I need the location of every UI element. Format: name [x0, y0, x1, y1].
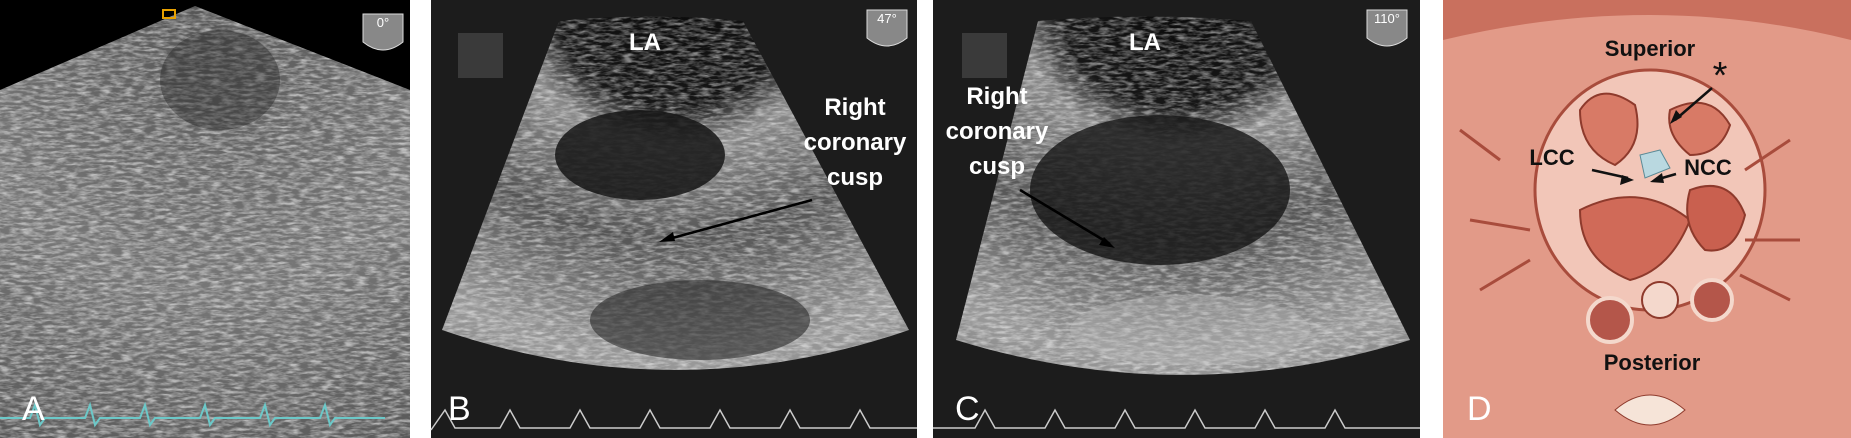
panel-letter: D: [1467, 390, 1492, 428]
panel-letter: A: [22, 390, 45, 428]
panel-a: 0° A: [0, 0, 410, 438]
angle-label: 47°: [877, 11, 897, 26]
annotation: Right: [824, 94, 885, 121]
panel-letter: C: [955, 390, 980, 428]
annotation: coronary: [804, 129, 907, 156]
anatomy-label: Superior: [1605, 36, 1696, 61]
panel-d: Superior * LCC NCC Posterior D: [1443, 0, 1851, 438]
annotation: cusp: [827, 164, 883, 191]
panel-c: 110° LA Right coronary cusp C: [933, 0, 1420, 438]
angle-label: 110°: [1374, 11, 1400, 26]
anatomy-label: NCC: [1684, 155, 1732, 180]
chamber-label: LA: [1129, 29, 1161, 56]
angle-label: 0°: [377, 15, 389, 30]
panel-b: 47° LA Right coronary cusp B: [430, 0, 917, 438]
anatomy-label: LCC: [1529, 145, 1574, 170]
annotation: cusp: [969, 153, 1025, 180]
annotation: Right: [966, 83, 1027, 110]
annotation: coronary: [946, 118, 1049, 145]
anatomy-label: *: [1713, 55, 1728, 97]
anatomy-label: Posterior: [1604, 350, 1701, 375]
chamber-label: LA: [629, 29, 661, 56]
panel-letter: B: [448, 390, 471, 428]
